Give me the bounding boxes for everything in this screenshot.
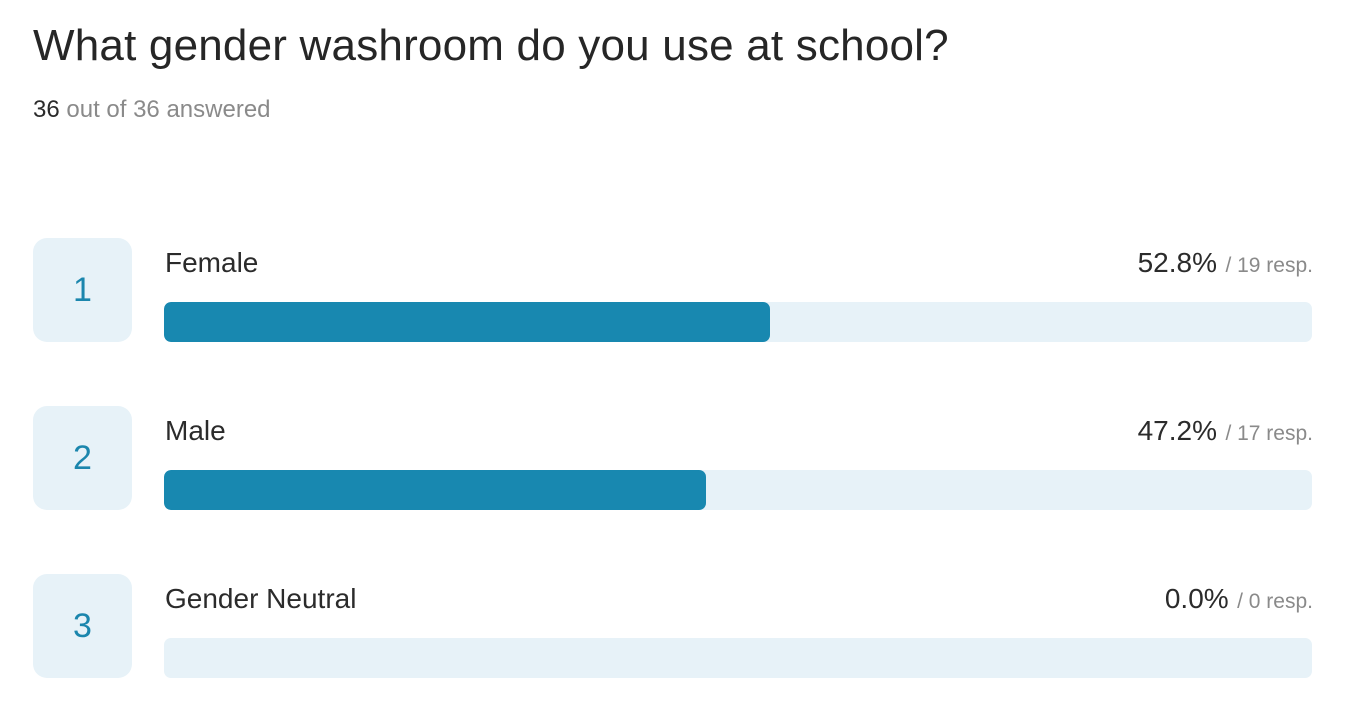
answer-option: 2 Male 47.2% / 17 resp.: [33, 406, 1313, 510]
option-number-badge: 3: [33, 574, 132, 678]
answer-option: 3 Gender Neutral 0.0% / 0 resp.: [33, 574, 1313, 678]
answer-option: 1 Female 52.8% / 19 resp.: [33, 238, 1313, 342]
bar-fill: [164, 302, 771, 342]
bar-track: [164, 638, 1312, 678]
bar-track: [164, 470, 1312, 510]
option-number-badge: 1: [33, 238, 132, 342]
option-stats: 52.8% / 19 resp.: [1138, 245, 1313, 286]
option-response-count: / 0 resp.: [1237, 590, 1313, 613]
bar-track: [164, 302, 1312, 342]
bar-fill: [164, 470, 706, 510]
option-number-badge: 2: [33, 406, 132, 510]
option-percent: 0.0%: [1164, 583, 1229, 614]
option-stats: 0.0% / 0 resp.: [1165, 581, 1313, 622]
option-label: Female: [165, 247, 259, 278]
question-title: What gender washroom do you use at schoo…: [33, 21, 949, 70]
answered-summary: 36 out of 36 answered: [33, 95, 271, 125]
option-response-count: / 17 resp.: [1225, 422, 1313, 445]
answered-total: out of 36 answered: [59, 96, 271, 123]
option-response-count: / 19 resp.: [1225, 254, 1313, 277]
option-percent: 52.8%: [1137, 247, 1217, 278]
option-percent: 47.2%: [1137, 415, 1217, 446]
option-stats: 47.2% / 17 resp.: [1138, 413, 1313, 454]
option-label: Gender Neutral: [165, 583, 357, 614]
answered-count: 36: [33, 96, 60, 123]
option-label: Male: [165, 415, 226, 446]
